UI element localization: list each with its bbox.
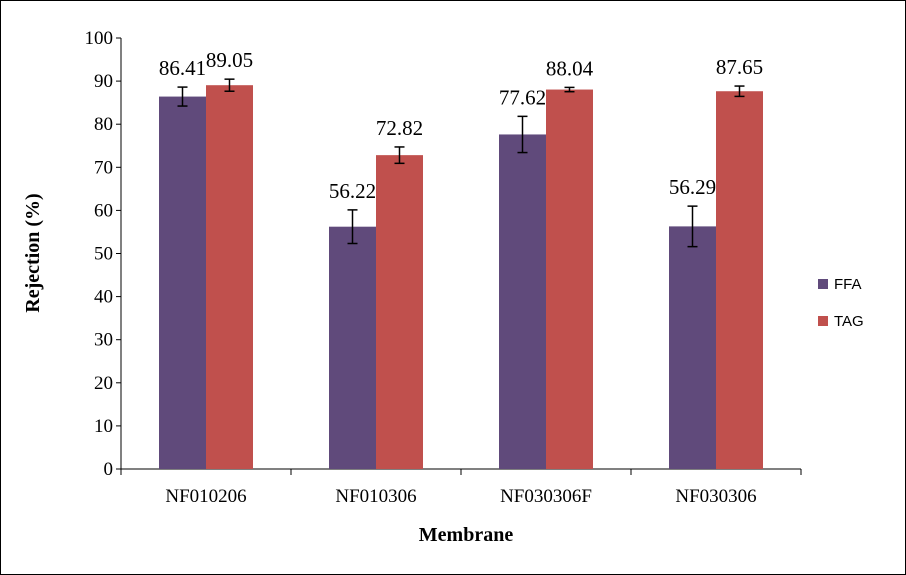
y-tick-label: 100: [85, 28, 114, 49]
data-label: 56.29: [669, 175, 716, 199]
bar-tag: [716, 91, 763, 469]
x-category-label: NF010206: [165, 486, 246, 507]
data-label: 89.05: [206, 48, 253, 72]
data-label: 87.65: [716, 55, 763, 79]
y-tick-label: 70: [94, 157, 113, 178]
data-label: 86.41: [159, 56, 206, 80]
bar-ffa: [159, 96, 206, 469]
y-tick-label: 30: [94, 330, 113, 351]
bar-ffa: [669, 226, 716, 469]
y-tick-label: 10: [94, 416, 113, 437]
data-label: 77.62: [499, 85, 546, 109]
bar-ffa: [499, 134, 546, 469]
y-axis-title: Rejection (%): [22, 193, 44, 312]
x-axis-title: Membrane: [419, 524, 514, 546]
data-label: 88.04: [546, 56, 594, 80]
legend-swatch-ffa: [818, 279, 828, 289]
legend-label-ffa: FFA: [834, 276, 862, 293]
y-tick-label: 90: [94, 71, 113, 92]
bar-tag: [546, 89, 593, 469]
y-tick-label: 60: [94, 200, 113, 221]
x-category-label: NF010306: [335, 486, 416, 507]
y-tick-label: 0: [104, 459, 114, 480]
data-label: 72.82: [376, 116, 423, 140]
y-tick-label: 80: [94, 114, 113, 135]
x-category-label: NF030306: [675, 486, 756, 507]
legend-swatch-tag: [818, 316, 828, 326]
bar-tag: [376, 155, 423, 469]
bar-tag: [206, 85, 253, 469]
y-tick-label: 50: [94, 244, 113, 265]
legend-label-tag: TAG: [834, 313, 864, 330]
data-label: 56.22: [329, 179, 376, 203]
x-category-label: NF030306F: [500, 486, 592, 507]
y-tick-label: 20: [94, 373, 113, 394]
bar-ffa: [329, 226, 376, 469]
y-tick-label: 40: [94, 287, 113, 308]
